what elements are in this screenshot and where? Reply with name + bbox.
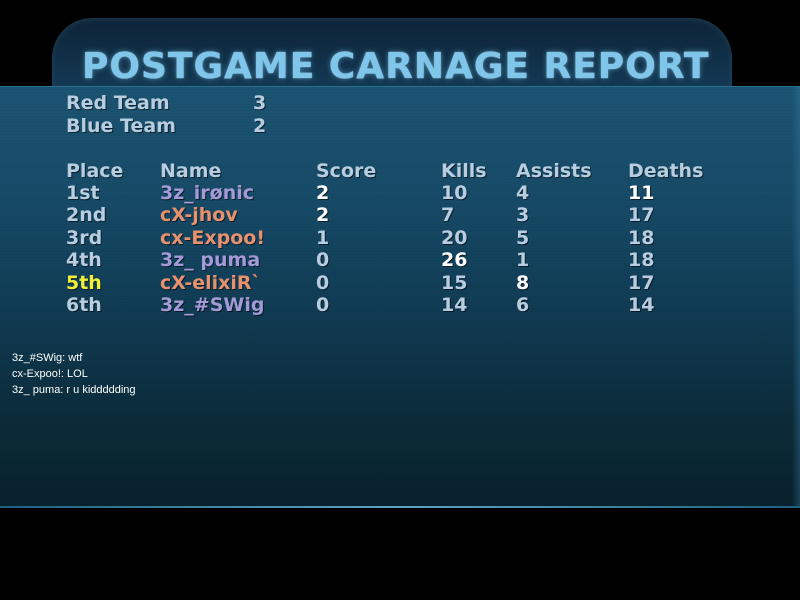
row2-assists: 3 [516, 204, 530, 226]
header-name: Name [160, 160, 222, 182]
team-name-red: Red Team [66, 92, 170, 114]
row4-place: 4th [66, 249, 102, 271]
row1-score: 2 [316, 182, 330, 204]
row3-score: 1 [316, 227, 330, 249]
row2-kills: 7 [441, 204, 455, 226]
row2-name: cX-jhov [160, 204, 238, 226]
header-deaths: Deaths [628, 160, 704, 182]
row4-score: 0 [316, 249, 330, 271]
row6-kills: 14 [441, 294, 468, 316]
row5-kills: 15 [441, 272, 468, 294]
header-place: Place [66, 160, 124, 182]
row6-assists: 6 [516, 294, 530, 316]
row6-deaths: 14 [628, 294, 655, 316]
row2-place: 2nd [66, 204, 107, 226]
row3-assists: 5 [516, 227, 530, 249]
row1-assists: 4 [516, 182, 530, 204]
row5-deaths: 17 [628, 272, 655, 294]
chat-message: cx-Expoo!: LOL [12, 368, 88, 380]
team-score-blue: 2 [253, 115, 267, 137]
header-score: Score [316, 160, 377, 182]
page-title: POSTGAME CARNAGE REPORT [82, 46, 710, 87]
chat-message: 3z_ puma: r u kiddddding [12, 384, 136, 396]
row6-name: 3z_#SWig [160, 294, 265, 316]
row3-place: 3rd [66, 227, 103, 249]
row5-assists: 8 [516, 272, 530, 294]
panel-divider [0, 506, 800, 508]
row2-score: 2 [316, 204, 330, 226]
row1-kills: 10 [441, 182, 468, 204]
row1-deaths: 11 [628, 182, 655, 204]
row3-deaths: 18 [628, 227, 655, 249]
row4-name: 3z_ puma [160, 249, 261, 271]
row3-name: cx-Expoo! [160, 227, 266, 249]
team-name-blue: Blue Team [66, 115, 176, 137]
row3-kills: 20 [441, 227, 468, 249]
row1-place: 1st [66, 182, 100, 204]
row5-score: 0 [316, 272, 330, 294]
row1-name: 3z_irønic [160, 182, 255, 204]
row6-place: 6th [66, 294, 102, 316]
header-kills: Kills [441, 160, 487, 182]
row5-place: 5th [66, 272, 102, 294]
header-assists: Assists [516, 160, 592, 182]
row4-assists: 1 [516, 249, 530, 271]
row2-deaths: 17 [628, 204, 655, 226]
row4-kills: 26 [441, 249, 468, 271]
panel-edge [792, 86, 800, 506]
row6-score: 0 [316, 294, 330, 316]
team-score-red: 3 [253, 92, 267, 114]
row4-deaths: 18 [628, 249, 655, 271]
report-panel [0, 86, 800, 507]
row5-name: cX-elixiR` [160, 272, 262, 294]
chat-message: 3z_#SWig: wtf [12, 352, 83, 364]
